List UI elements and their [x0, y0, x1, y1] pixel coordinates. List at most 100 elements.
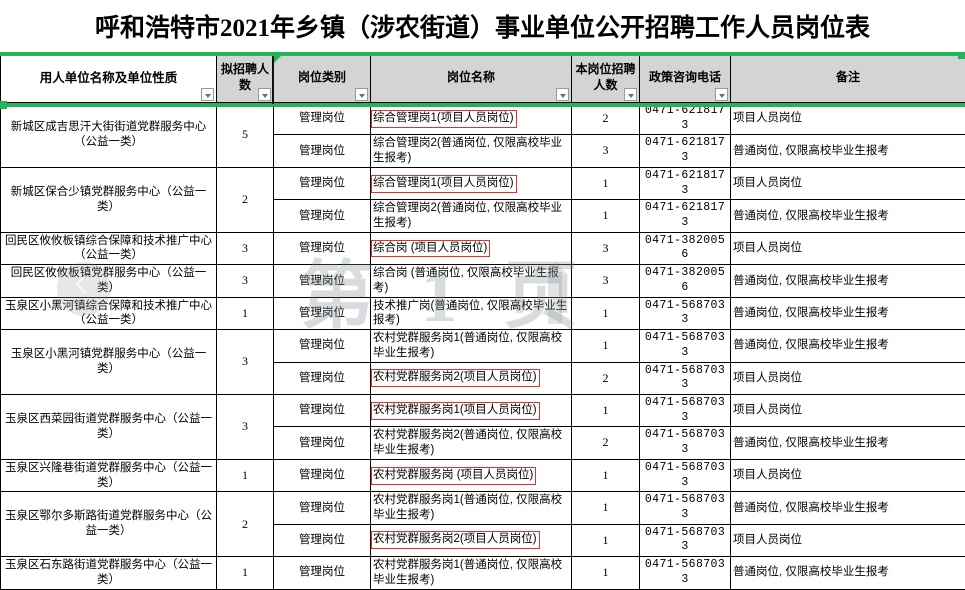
cell-position-headcount[interactable]: 3 — [572, 232, 640, 264]
cell-remarks[interactable]: 普通岗位, 仅限高校毕业生报考 — [731, 265, 965, 297]
cell-position-category[interactable]: 管理岗位 — [274, 394, 371, 426]
cell-position-headcount[interactable]: 2 — [572, 427, 640, 459]
cell-planned-headcount[interactable]: 2 — [217, 492, 274, 557]
cell-position-category[interactable]: 管理岗位 — [274, 330, 371, 362]
cell-position-headcount[interactable]: 1 — [572, 524, 640, 556]
cell-position-name-highlighted[interactable]: 农村党群服务岗2(项目人员岗位) — [371, 362, 572, 394]
cell-consultation-phone[interactable]: 0471-6218173 — [640, 103, 731, 135]
cell-position-category[interactable]: 管理岗位 — [274, 135, 371, 167]
cell-position-headcount[interactable]: 1 — [572, 492, 640, 524]
cell-planned-headcount[interactable]: 2 — [217, 167, 274, 232]
cell-remarks[interactable]: 普通岗位, 仅限高校毕业生报考 — [731, 200, 965, 232]
cell-unit-name[interactable]: 回民区攸攸板镇党群服务中心（公益一类） — [1, 265, 217, 297]
filter-dropdown-icon-count[interactable] — [624, 88, 637, 101]
cell-planned-headcount[interactable]: 1 — [217, 557, 274, 589]
cell-consultation-phone[interactable]: 0471-5687033 — [640, 557, 731, 589]
cell-remarks[interactable]: 项目人员岗位 — [731, 232, 965, 264]
cell-remarks[interactable]: 普通岗位, 仅限高校毕业生报考 — [731, 330, 965, 362]
cell-remarks[interactable]: 项目人员岗位 — [731, 394, 965, 426]
column-header-type[interactable]: 岗位类别 — [274, 53, 371, 103]
cell-remarks[interactable]: 项目人员岗位 — [731, 459, 965, 491]
cell-consultation-phone[interactable]: 0471-5687033 — [640, 492, 731, 524]
filter-dropdown-icon-type[interactable] — [355, 88, 368, 101]
cell-position-category[interactable]: 管理岗位 — [274, 232, 371, 264]
cell-planned-headcount[interactable]: 3 — [217, 330, 274, 395]
cell-unit-name[interactable]: 玉泉区小黑河镇党群服务中心（公益一类） — [1, 330, 217, 395]
cell-position-name[interactable]: 综合管理岗2(普通岗位, 仅限高校毕业生报考) — [371, 135, 572, 167]
cell-consultation-phone[interactable]: 0471-5687033 — [640, 524, 731, 556]
filter-dropdown-icon-plan[interactable] — [258, 88, 271, 101]
cell-position-name[interactable]: 综合岗 (普通岗位, 仅限高校毕业生报考) — [371, 265, 572, 297]
cell-planned-headcount[interactable]: 3 — [217, 394, 274, 459]
cell-consultation-phone[interactable]: 0471-5687033 — [640, 362, 731, 394]
cell-position-category[interactable]: 管理岗位 — [274, 265, 371, 297]
cell-position-name-highlighted[interactable]: 农村党群服务岗2(项目人员岗位) — [371, 524, 572, 556]
cell-planned-headcount[interactable]: 1 — [217, 459, 274, 491]
cell-remarks[interactable]: 普通岗位, 仅限高校毕业生报考 — [731, 427, 965, 459]
cell-consultation-phone[interactable]: 0471-6218173 — [640, 167, 731, 199]
cell-position-category[interactable]: 管理岗位 — [274, 557, 371, 589]
cell-remarks[interactable]: 普通岗位, 仅限高校毕业生报考 — [731, 492, 965, 524]
cell-unit-name[interactable]: 玉泉区石东路街道党群服务中心（公益一类） — [1, 557, 217, 589]
column-header-name[interactable]: 岗位名称 — [371, 53, 572, 103]
cell-position-headcount[interactable]: 3 — [572, 135, 640, 167]
cell-remarks[interactable]: 项目人员岗位 — [731, 167, 965, 199]
cell-position-category[interactable]: 管理岗位 — [274, 103, 371, 135]
cell-position-headcount[interactable]: 3 — [572, 265, 640, 297]
cell-planned-headcount[interactable]: 1 — [217, 297, 274, 329]
cell-unit-name[interactable]: 回民区攸攸板镇综合保障和技术推广中心（公益一类） — [1, 232, 217, 264]
column-header-unit[interactable]: 用人单位名称及单位性质 — [1, 53, 217, 103]
cell-remarks[interactable]: 项目人员岗位 — [731, 524, 965, 556]
cell-position-name-highlighted[interactable]: 综合管理岗1(项目人员岗位) — [371, 167, 572, 199]
filter-dropdown-icon-tel[interactable] — [715, 88, 728, 101]
cell-position-headcount[interactable]: 1 — [572, 557, 640, 589]
cell-consultation-phone[interactable]: 0471-3820056 — [640, 232, 731, 264]
cell-position-name[interactable]: 农村党群服务岗1(普通岗位, 仅限高校毕业生报考) — [371, 557, 572, 589]
cell-position-category[interactable]: 管理岗位 — [274, 297, 371, 329]
cell-remarks[interactable]: 项目人员岗位 — [731, 103, 965, 135]
cell-consultation-phone[interactable]: 0471-5687033 — [640, 394, 731, 426]
cell-unit-name[interactable]: 玉泉区兴隆巷街道党群服务中心（公益一类） — [1, 459, 217, 491]
cell-consultation-phone[interactable]: 0471-5687033 — [640, 330, 731, 362]
column-header-plan[interactable]: 拟招聘人数 — [217, 53, 274, 103]
cell-planned-headcount[interactable]: 5 — [217, 103, 274, 168]
cell-position-category[interactable]: 管理岗位 — [274, 427, 371, 459]
cell-consultation-phone[interactable]: 0471-3820056 — [640, 265, 731, 297]
cell-position-headcount[interactable]: 2 — [572, 362, 640, 394]
cell-unit-name[interactable]: 新城区成吉思汗大街街道党群服务中心（公益一类） — [1, 103, 217, 168]
cell-position-name-highlighted[interactable]: 农村党群服务岗1(项目人员岗位) — [371, 394, 572, 426]
cell-remarks[interactable]: 普通岗位, 仅限高校毕业生报考 — [731, 297, 965, 329]
cell-position-name[interactable]: 综合管理岗2(普通岗位, 仅限高校毕业生报考) — [371, 200, 572, 232]
cell-position-headcount[interactable]: 2 — [572, 103, 640, 135]
cell-consultation-phone[interactable]: 0471-5687033 — [640, 427, 731, 459]
cell-position-name-highlighted[interactable]: 综合岗 (项目人员岗位) — [371, 232, 572, 264]
cell-position-name[interactable]: 农村党群服务岗1(普通岗位, 仅限高校毕业生报考) — [371, 330, 572, 362]
cell-position-headcount[interactable]: 1 — [572, 200, 640, 232]
cell-consultation-phone[interactable]: 0471-5687033 — [640, 297, 731, 329]
cell-remarks[interactable]: 普通岗位, 仅限高校毕业生报考 — [731, 135, 965, 167]
cell-position-name-highlighted[interactable]: 综合管理岗1(项目人员岗位) — [371, 103, 572, 135]
filter-dropdown-icon-name[interactable] — [556, 88, 569, 101]
cell-position-name[interactable]: 农村党群服务岗2(普通岗位, 仅限高校毕业生报考) — [371, 427, 572, 459]
cell-unit-name[interactable]: 玉泉区西菜园街道党群服务中心（公益一类） — [1, 394, 217, 459]
cell-position-headcount[interactable]: 1 — [572, 297, 640, 329]
cell-unit-name[interactable]: 玉泉区鄂尔多斯路街道党群服务中心（公益一类） — [1, 492, 217, 557]
cell-position-headcount[interactable]: 1 — [572, 167, 640, 199]
cell-position-name[interactable]: 技术推广岗(普通岗位, 仅限高校毕业生报考) — [371, 297, 572, 329]
cell-consultation-phone[interactable]: 0471-6218173 — [640, 200, 731, 232]
cell-position-name-highlighted[interactable]: 农村党群服务岗 (项目人员岗位) — [371, 459, 572, 491]
column-header-count[interactable]: 本岗位招聘人数 — [572, 53, 640, 103]
cell-consultation-phone[interactable]: 0471-5687033 — [640, 459, 731, 491]
cell-position-category[interactable]: 管理岗位 — [274, 459, 371, 491]
cell-unit-name[interactable]: 新城区保合少镇党群服务中心（公益一类） — [1, 167, 217, 232]
cell-position-category[interactable]: 管理岗位 — [274, 362, 371, 394]
cell-unit-name[interactable]: 玉泉区小黑河镇综合保障和技术推广中心（公益一类） — [1, 297, 217, 329]
column-header-note[interactable]: 备注 — [731, 53, 965, 103]
cell-position-category[interactable]: 管理岗位 — [274, 200, 371, 232]
cell-position-category[interactable]: 管理岗位 — [274, 167, 371, 199]
cell-position-category[interactable]: 管理岗位 — [274, 524, 371, 556]
column-header-tel[interactable]: 政策咨询电话 — [640, 53, 731, 103]
cell-planned-headcount[interactable]: 3 — [217, 265, 274, 297]
cell-remarks[interactable]: 普通岗位, 仅限高校毕业生报考 — [731, 557, 965, 589]
cell-position-headcount[interactable]: 1 — [572, 330, 640, 362]
